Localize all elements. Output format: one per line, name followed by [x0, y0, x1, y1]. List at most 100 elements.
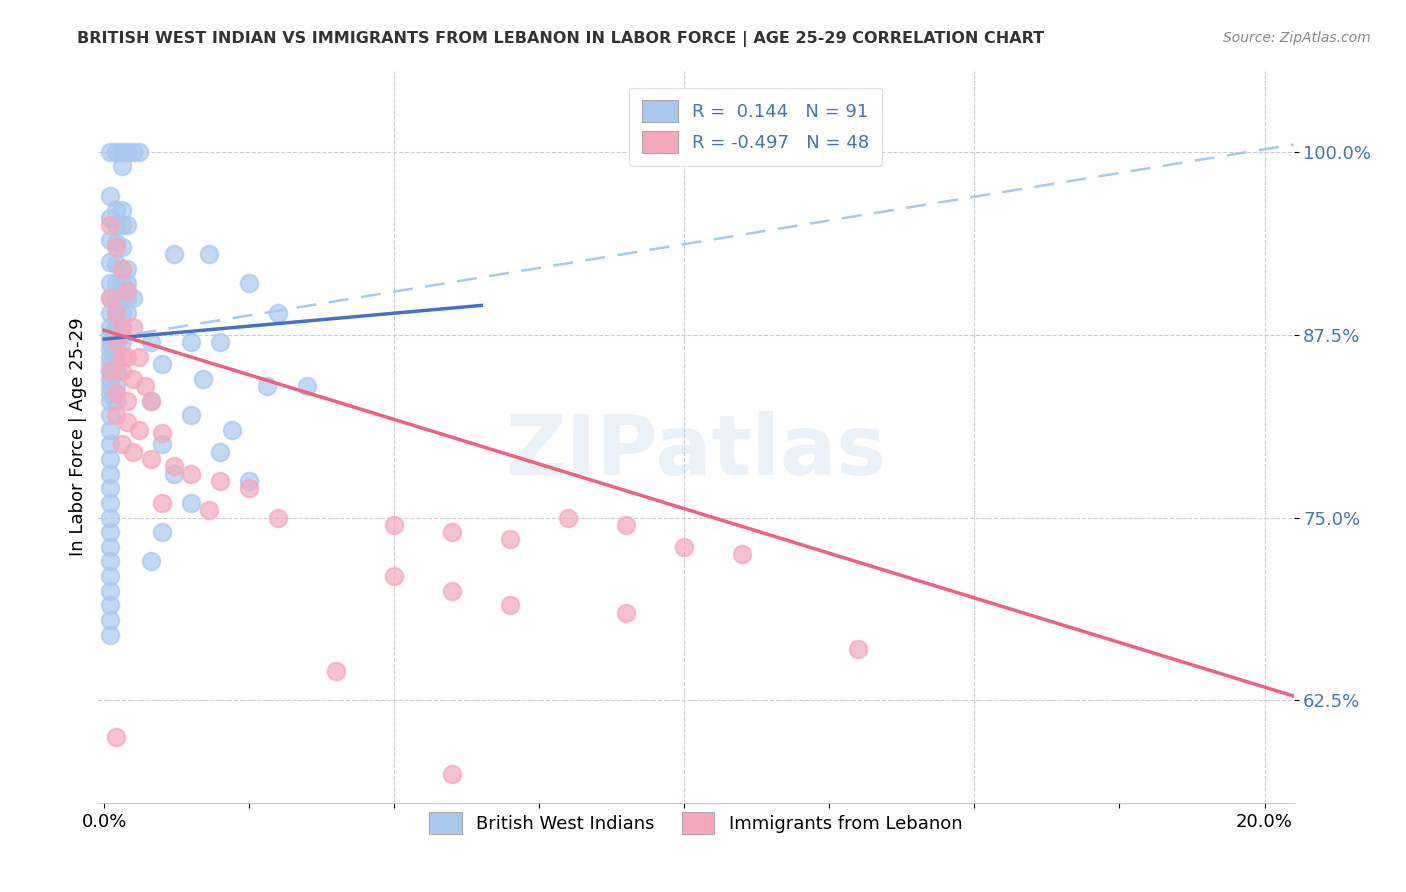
Point	[98, 343, 121, 357]
Point	[731, 547, 754, 561]
Point	[98, 291, 121, 305]
Point	[180, 334, 202, 349]
Point	[104, 291, 127, 305]
Point	[122, 444, 145, 458]
Point	[848, 642, 870, 657]
Point	[104, 218, 127, 232]
Point	[98, 364, 121, 378]
Point	[111, 364, 134, 378]
Point	[382, 517, 405, 532]
Point	[163, 247, 186, 261]
Point	[104, 408, 127, 422]
Point	[117, 416, 139, 430]
Point	[673, 540, 696, 554]
Point	[111, 261, 134, 276]
Point	[98, 452, 121, 467]
Point	[104, 320, 127, 334]
Point	[98, 327, 121, 342]
Point	[117, 284, 139, 298]
Point	[104, 306, 127, 320]
Point	[134, 379, 156, 393]
Point	[117, 291, 139, 305]
Point	[98, 306, 121, 320]
Point	[104, 730, 127, 744]
Point	[98, 233, 121, 247]
Point	[441, 583, 464, 598]
Point	[122, 145, 145, 159]
Point	[98, 408, 121, 422]
Point	[150, 357, 173, 371]
Point	[256, 379, 278, 393]
Point	[98, 496, 121, 510]
Point	[111, 218, 134, 232]
Point	[197, 247, 219, 261]
Point	[267, 510, 290, 524]
Point	[98, 350, 121, 364]
Point	[98, 364, 121, 378]
Point	[98, 510, 121, 524]
Point	[221, 423, 243, 437]
Point	[98, 540, 121, 554]
Point	[111, 203, 134, 218]
Point	[499, 599, 522, 613]
Point	[104, 334, 127, 349]
Point	[614, 517, 637, 532]
Point	[128, 145, 150, 159]
Point	[104, 350, 127, 364]
Point	[382, 569, 405, 583]
Point	[104, 386, 127, 401]
Point	[139, 393, 162, 408]
Point	[128, 423, 150, 437]
Point	[441, 766, 464, 780]
Text: BRITISH WEST INDIAN VS IMMIGRANTS FROM LEBANON IN LABOR FORCE | AGE 25-29 CORREL: BRITISH WEST INDIAN VS IMMIGRANTS FROM L…	[77, 31, 1045, 47]
Point	[499, 533, 522, 547]
Point	[98, 379, 121, 393]
Point	[104, 257, 127, 271]
Point	[139, 334, 162, 349]
Point	[98, 357, 121, 371]
Point	[139, 393, 162, 408]
Point	[117, 218, 139, 232]
Point	[180, 467, 202, 481]
Point	[117, 350, 139, 364]
Point	[111, 145, 134, 159]
Point	[180, 496, 202, 510]
Point	[122, 291, 145, 305]
Point	[441, 525, 464, 540]
Text: Source: ZipAtlas.com: Source: ZipAtlas.com	[1223, 31, 1371, 45]
Point	[104, 364, 127, 378]
Point	[104, 379, 127, 393]
Point	[98, 599, 121, 613]
Point	[238, 277, 260, 291]
Point	[98, 291, 121, 305]
Point	[98, 218, 121, 232]
Point	[209, 444, 232, 458]
Point	[111, 160, 134, 174]
Point	[111, 261, 134, 276]
Point	[117, 145, 139, 159]
Point	[238, 474, 260, 488]
Text: ZIPatlas: ZIPatlas	[506, 411, 886, 492]
Point	[98, 525, 121, 540]
Point	[111, 240, 134, 254]
Point	[98, 613, 121, 627]
Point	[104, 334, 127, 349]
Point	[98, 277, 121, 291]
Point	[163, 467, 186, 481]
Y-axis label: In Labor Force | Age 25-29: In Labor Force | Age 25-29	[69, 318, 87, 557]
Point	[139, 452, 162, 467]
Point	[98, 554, 121, 568]
Point	[122, 371, 145, 385]
Point	[267, 306, 290, 320]
Point	[98, 437, 121, 451]
Point	[104, 327, 127, 342]
Point	[98, 569, 121, 583]
Point	[104, 277, 127, 291]
Point	[104, 343, 127, 357]
Point	[163, 459, 186, 474]
Point	[614, 606, 637, 620]
Point	[122, 320, 145, 334]
Point	[104, 235, 127, 250]
Point	[98, 386, 121, 401]
Point	[98, 145, 121, 159]
